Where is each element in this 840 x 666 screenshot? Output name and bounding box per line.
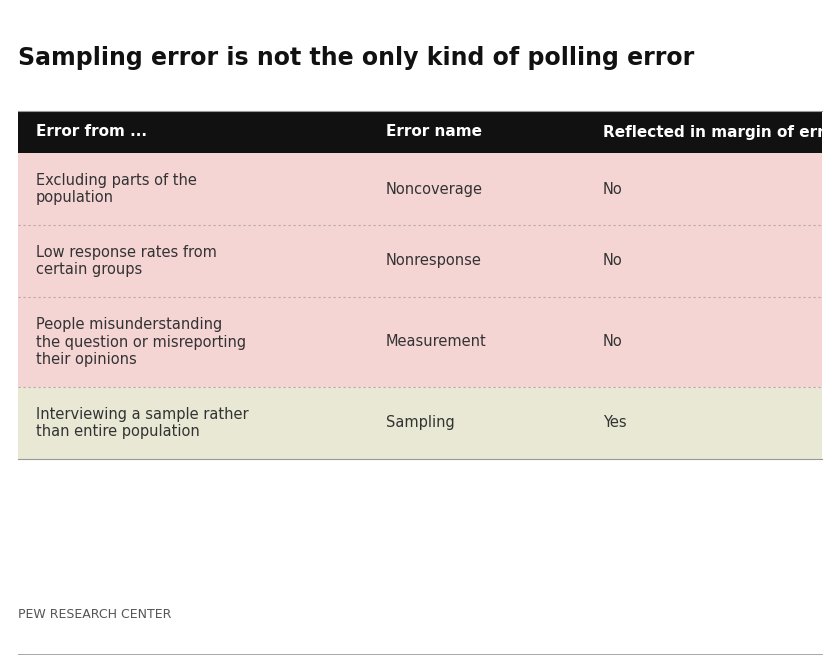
Text: PEW RESEARCH CENTER: PEW RESEARCH CENTER <box>18 608 171 621</box>
Text: Error name: Error name <box>386 125 482 139</box>
Text: Reflected in margin of error: Reflected in margin of error <box>603 125 840 139</box>
Bar <box>18 153 822 225</box>
Bar <box>18 297 822 387</box>
Text: Low response rates from
certain groups: Low response rates from certain groups <box>36 245 217 277</box>
Text: No: No <box>603 182 622 196</box>
Text: Sampling: Sampling <box>386 416 454 430</box>
Text: No: No <box>603 254 622 268</box>
Bar <box>18 111 822 153</box>
Text: Nonresponse: Nonresponse <box>386 254 481 268</box>
Text: Error from ...: Error from ... <box>36 125 147 139</box>
Text: Excluding parts of the
population: Excluding parts of the population <box>36 172 197 205</box>
Text: No: No <box>603 334 622 350</box>
Bar <box>18 387 822 459</box>
Text: Yes: Yes <box>603 416 627 430</box>
Text: People misunderstanding
the question or misreporting
their opinions: People misunderstanding the question or … <box>36 317 246 367</box>
Text: Sampling error is not the only kind of polling error: Sampling error is not the only kind of p… <box>18 46 694 70</box>
Bar <box>18 225 822 297</box>
Text: Interviewing a sample rather
than entire population: Interviewing a sample rather than entire… <box>36 407 249 439</box>
Text: Noncoverage: Noncoverage <box>386 182 483 196</box>
Text: Measurement: Measurement <box>386 334 486 350</box>
